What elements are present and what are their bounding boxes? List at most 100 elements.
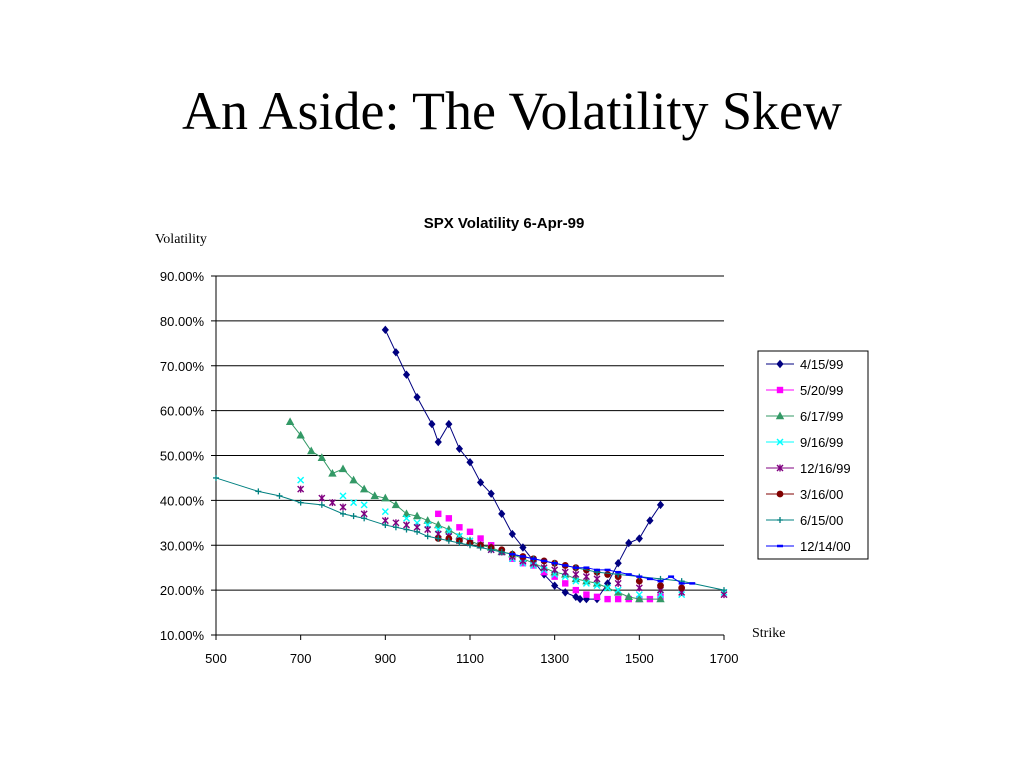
data-point: [350, 513, 357, 520]
data-point: [445, 537, 452, 544]
data-point: [576, 594, 584, 604]
data-point: [392, 524, 399, 531]
legend-marker: [776, 438, 784, 446]
legend-marker: [776, 359, 784, 369]
data-point: [445, 515, 453, 522]
data-point: [403, 514, 410, 522]
data-point: [297, 499, 304, 506]
data-point-stroke: [614, 586, 622, 594]
data-point: [434, 520, 443, 529]
y-axis-label: Volatility: [155, 232, 207, 247]
data-point: [349, 475, 358, 484]
data-point: [444, 525, 454, 533]
y-tick-label: 30.00%: [160, 538, 205, 553]
data-point: [551, 581, 559, 590]
data-point: [540, 568, 548, 576]
data-point: [656, 500, 665, 510]
data-point: [414, 528, 421, 535]
data-point: [307, 446, 316, 455]
x-tick-label: 1700: [710, 651, 739, 666]
data-point: [488, 546, 495, 553]
data-point: [424, 533, 431, 540]
data-point: [370, 491, 379, 500]
data-point-stroke: [593, 582, 601, 590]
legend-label: 5/20/99: [800, 383, 843, 398]
data-point: [646, 516, 654, 525]
x-tick-label: 1300: [540, 651, 569, 666]
data-point: [614, 586, 622, 594]
data-point: [328, 468, 337, 477]
series-4/15/99: [381, 325, 665, 604]
data-point: [350, 499, 358, 507]
y-tick-label: 80.00%: [160, 314, 205, 329]
axes: 10.00% 20.00% 30.00% 40.00% 50.00% 60.00% 70.0…: [160, 269, 739, 666]
data-point: [624, 592, 633, 601]
data-point: [391, 500, 401, 509]
data-point: [402, 370, 411, 379]
data-point: [381, 508, 389, 516]
series-line: [384, 329, 661, 600]
x-tick-label: 500: [205, 651, 227, 666]
data-point: [435, 535, 442, 542]
legend-marker: [776, 386, 784, 394]
data-point-stroke: [339, 492, 347, 500]
series-12/14/00: [509, 552, 696, 585]
data-point: [593, 593, 601, 601]
data-point: [339, 492, 347, 500]
y-tick-label: 10.00%: [160, 628, 205, 643]
legend-box: [757, 350, 869, 560]
data-point: [402, 509, 411, 518]
data-point: [635, 591, 643, 599]
data-point-stroke: [403, 514, 410, 522]
data-point: [721, 587, 727, 594]
data-point: [445, 419, 453, 429]
data-point: [467, 542, 473, 549]
data-point-stroke: [297, 476, 305, 484]
data-point: [635, 534, 643, 543]
grid-lines: [216, 275, 724, 636]
y-tick-label: 50.00%: [160, 449, 205, 464]
data-point: [656, 594, 665, 603]
data-point: [213, 474, 219, 481]
legend-label: 4/15/99: [800, 357, 843, 372]
data-point: [572, 577, 580, 585]
legend-label: 12/14/00: [800, 539, 851, 554]
legend-label: 6/15/00: [800, 513, 843, 528]
chart-title: SPX Volatility 6-Apr-99: [424, 215, 585, 232]
data-point: [562, 580, 569, 587]
series-5/20/99: [435, 510, 664, 603]
data-point: [583, 591, 590, 598]
data-point: [572, 586, 580, 594]
data-point: [435, 510, 442, 518]
data-point: [614, 559, 622, 568]
data-point: [328, 499, 336, 507]
data-point: [477, 544, 484, 551]
data-point: [593, 582, 601, 590]
data-point: [339, 503, 347, 511]
data-point: [428, 419, 436, 429]
data-point: [297, 476, 305, 484]
x-tick-label: 1500: [625, 651, 654, 666]
legend-entry: 6/17/99: [766, 409, 843, 424]
data-point: [604, 584, 612, 592]
legend-entry: 4/15/99: [766, 357, 843, 372]
y-tick-label: 90.00%: [160, 269, 205, 284]
data-point: [487, 489, 495, 498]
legend-entry: 3/16/00: [766, 487, 843, 502]
data-point: [657, 582, 664, 590]
data-point: [613, 587, 623, 596]
legend-entry: 12/16/99: [766, 461, 851, 476]
legend-label: 6/17/99: [800, 409, 843, 424]
legend: 4/15/99 5/20/99 6/17/99 9/16/99 12/16/99 3/16…: [757, 350, 869, 560]
data-point: [572, 592, 580, 602]
data-point: [255, 488, 262, 495]
data-point: [571, 574, 581, 583]
data-point: [540, 564, 548, 572]
data-point: [456, 540, 463, 547]
data-point: [572, 570, 580, 578]
data-point-stroke: [350, 499, 358, 507]
data-point: [593, 575, 601, 583]
data-point: [381, 493, 390, 502]
legend-entry: 9/16/99: [766, 435, 843, 450]
